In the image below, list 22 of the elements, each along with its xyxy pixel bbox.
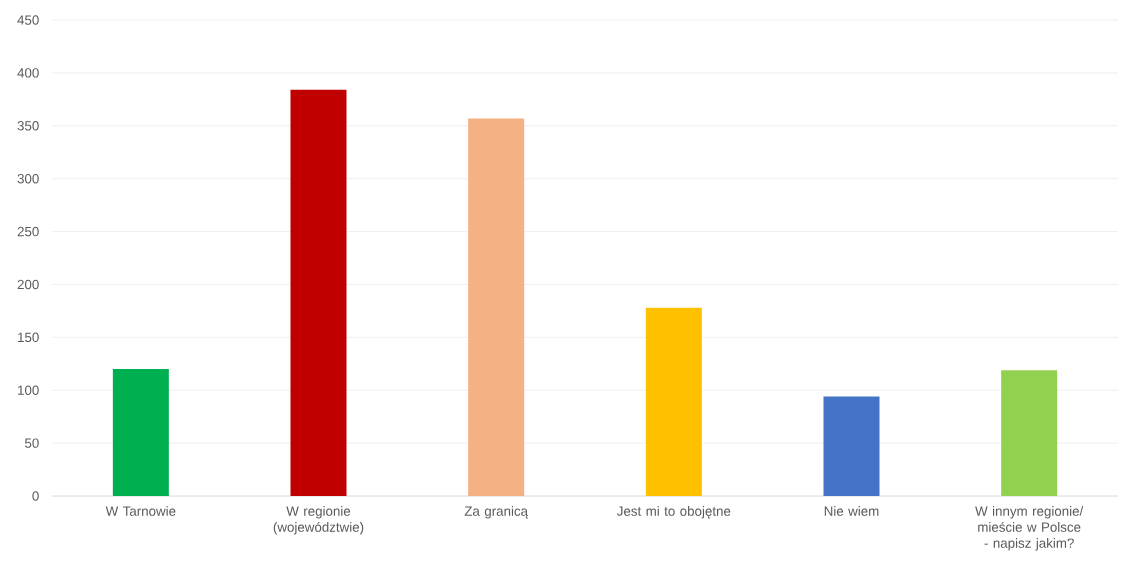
- y-tick-label: 350: [17, 121, 39, 131]
- bar: [112, 369, 169, 496]
- y-tick-label: 150: [18, 332, 39, 343]
- x-tick-label: Nie wiem: [824, 506, 879, 516]
- y-tick-label: 200: [17, 279, 39, 290]
- bar: [645, 307, 702, 496]
- bar: [823, 396, 880, 496]
- x-tick-label: W innym regionie/ mieście w Polsce - napisz jakim?: [975, 506, 1084, 551]
- bar: [1001, 370, 1058, 496]
- bar: [290, 89, 347, 496]
- y-tick-label: 300: [17, 173, 39, 184]
- y-tick-label: 100: [18, 385, 39, 395]
- y-tick-label: 50: [25, 438, 39, 448]
- x-tick-label: W regionie (województwie): [273, 506, 364, 535]
- x-tick-label: W Tarnowie: [105, 506, 176, 516]
- y-tick-label: 250: [17, 226, 39, 237]
- y-tick-label: 450: [17, 15, 39, 25]
- y-tick-label: 400: [17, 68, 39, 78]
- y-tick-label: 0: [32, 491, 39, 501]
- bar: [468, 118, 525, 496]
- x-tick-label: Za granicą: [464, 506, 529, 519]
- x-tick-label: Jest mi to obojętne: [616, 506, 731, 519]
